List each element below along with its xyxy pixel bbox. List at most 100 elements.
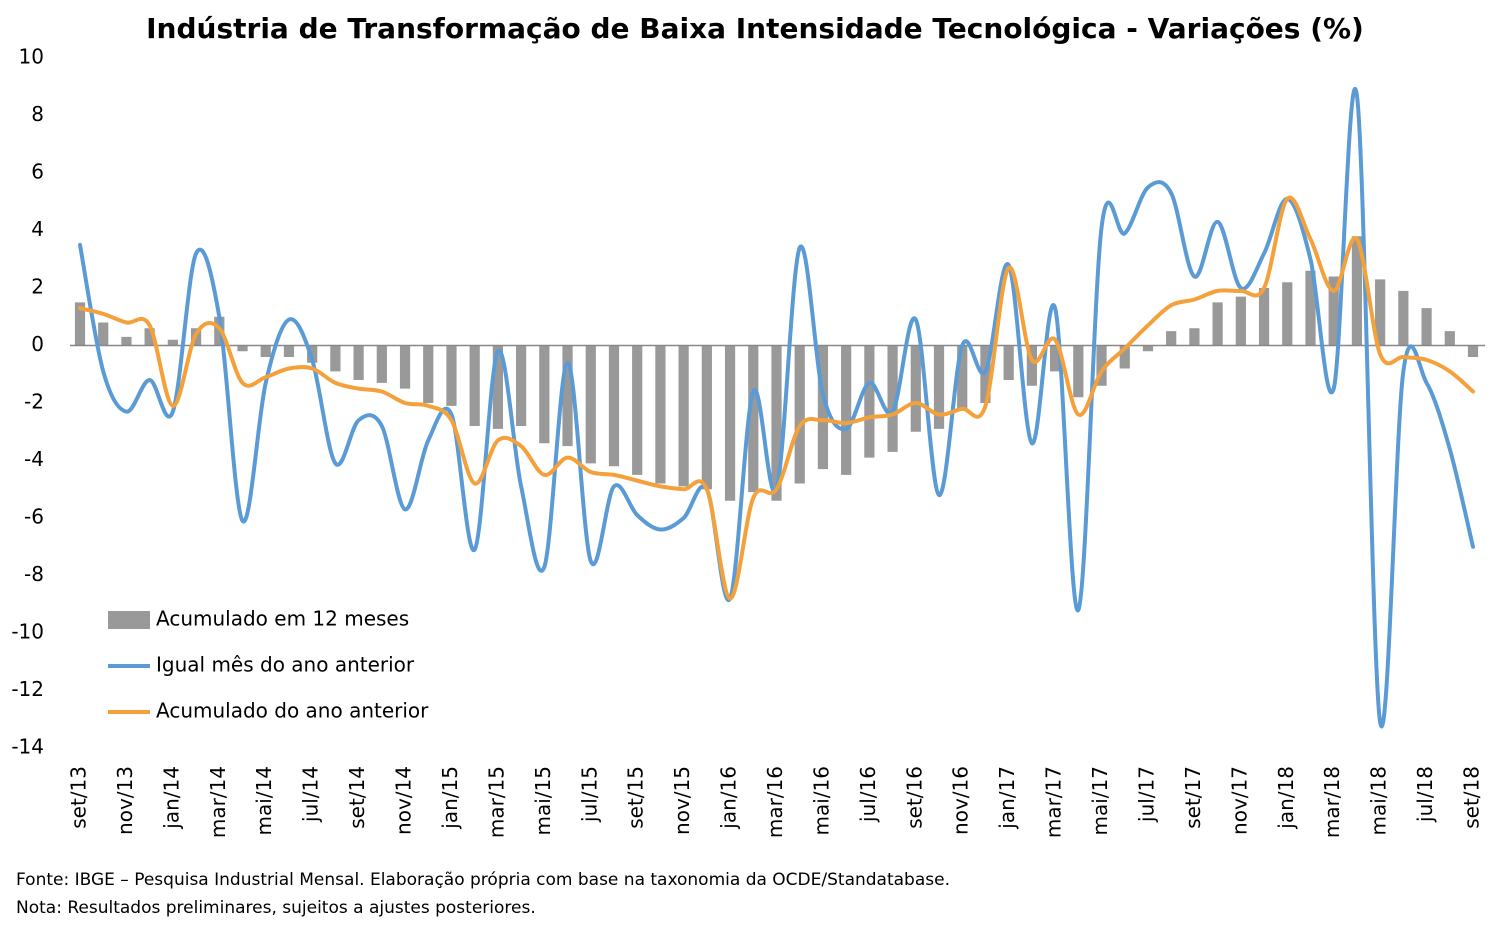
x-tick-label: set/15 bbox=[624, 766, 648, 829]
x-tick-label: mar/16 bbox=[763, 766, 787, 838]
bar bbox=[701, 345, 712, 490]
bar bbox=[608, 345, 620, 467]
bar bbox=[1258, 288, 1270, 346]
bar bbox=[1073, 345, 1084, 398]
y-tick-label: -8 bbox=[24, 562, 44, 586]
bar bbox=[492, 345, 504, 429]
bar bbox=[446, 345, 457, 406]
x-tick-label: set/16 bbox=[902, 766, 926, 829]
bar bbox=[655, 345, 666, 484]
y-tick-label: 0 bbox=[31, 332, 44, 356]
bar bbox=[771, 345, 782, 501]
bar bbox=[748, 345, 759, 493]
y-tick-label: 2 bbox=[31, 275, 44, 299]
bar bbox=[1142, 345, 1154, 352]
bar bbox=[678, 345, 689, 487]
x-tick-label: jul/18 bbox=[1413, 766, 1437, 823]
x-tick-label: mai/14 bbox=[252, 766, 276, 835]
x-tick-label: jan/17 bbox=[995, 766, 1019, 830]
bar bbox=[1351, 236, 1363, 346]
x-tick-label: nov/17 bbox=[1227, 766, 1251, 835]
bar bbox=[1119, 345, 1130, 369]
bar bbox=[260, 345, 271, 357]
x-tick-label: mai/15 bbox=[531, 766, 555, 835]
x-tick-label: jan/18 bbox=[1274, 766, 1298, 830]
x-tick-label: set/14 bbox=[345, 766, 369, 829]
x-tick-label: mar/17 bbox=[1042, 766, 1066, 838]
x-tick-label: nov/14 bbox=[392, 766, 416, 835]
x-tick-label: jul/16 bbox=[856, 766, 880, 823]
bar bbox=[1096, 345, 1107, 386]
bar bbox=[817, 345, 829, 470]
y-tick-label: -6 bbox=[24, 505, 44, 529]
x-tick-label: mar/18 bbox=[1320, 766, 1344, 838]
x-tick-label: mai/18 bbox=[1367, 766, 1391, 835]
chart-title: Indústria de Transformação de Baixa Inte… bbox=[146, 12, 1364, 45]
bar bbox=[933, 345, 945, 429]
bar bbox=[1467, 345, 1479, 357]
bar bbox=[1189, 328, 1200, 346]
bar bbox=[237, 345, 248, 352]
bar bbox=[1235, 296, 1246, 346]
bar bbox=[562, 345, 573, 447]
bar bbox=[910, 345, 921, 432]
bar bbox=[887, 345, 898, 452]
bar bbox=[1444, 331, 1455, 346]
bar bbox=[330, 345, 341, 372]
x-tick-label: mai/17 bbox=[1088, 766, 1112, 835]
bar bbox=[957, 345, 968, 409]
bar bbox=[423, 345, 434, 403]
bar bbox=[121, 336, 132, 346]
bar bbox=[1305, 270, 1316, 346]
y-tick-label: -14 bbox=[11, 735, 44, 759]
bar bbox=[353, 345, 364, 380]
y-tick-label: -4 bbox=[24, 447, 44, 471]
x-tick-label: mar/15 bbox=[484, 766, 508, 838]
bar bbox=[1003, 345, 1014, 380]
y-tick-label: -12 bbox=[11, 677, 44, 701]
x-tick-label: nov/13 bbox=[113, 766, 137, 835]
x-tick-label: set/17 bbox=[1181, 766, 1205, 829]
bar bbox=[399, 345, 411, 389]
x-tick-label: mar/14 bbox=[206, 766, 230, 838]
bar bbox=[585, 345, 596, 464]
bar bbox=[1026, 345, 1037, 386]
y-tick-label: 10 bbox=[19, 45, 44, 69]
bar bbox=[1375, 279, 1386, 346]
bar bbox=[469, 345, 480, 426]
bar bbox=[539, 345, 550, 444]
x-tick-label: jul/17 bbox=[1134, 766, 1158, 823]
line bbox=[78, 195, 1475, 601]
x-tick-label: set/13 bbox=[67, 766, 91, 829]
y-tick-label: 6 bbox=[31, 160, 44, 184]
x-tick-label: mai/16 bbox=[809, 766, 833, 835]
x-tick-label: set/18 bbox=[1460, 766, 1484, 829]
x-tick-label: jan/14 bbox=[159, 766, 183, 830]
bar bbox=[724, 345, 736, 501]
bar bbox=[841, 345, 852, 475]
bar bbox=[144, 328, 155, 346]
x-tick-label: jan/15 bbox=[438, 766, 462, 830]
bar bbox=[632, 345, 643, 475]
bar bbox=[167, 339, 178, 346]
y-tick-label: 8 bbox=[31, 102, 44, 126]
x-tick-label: jan/16 bbox=[717, 766, 741, 830]
bar bbox=[864, 345, 875, 458]
bar bbox=[794, 345, 805, 484]
y-tick-label: -10 bbox=[11, 620, 44, 644]
bar bbox=[1166, 331, 1177, 346]
x-tick-label: jul/15 bbox=[577, 766, 601, 823]
legend-swatch bbox=[108, 611, 150, 629]
x-tick-label: nov/16 bbox=[949, 766, 973, 835]
bar bbox=[98, 322, 109, 346]
bar bbox=[1398, 290, 1409, 346]
legend-label: Igual mês do ano anterior bbox=[156, 653, 415, 677]
footnote: Nota: Resultados preliminares, sujeitos … bbox=[16, 898, 536, 918]
y-tick-label: 4 bbox=[31, 217, 44, 241]
bar bbox=[283, 345, 295, 357]
bar bbox=[516, 345, 527, 426]
legend-label: Acumulado do ano anterior bbox=[156, 699, 429, 723]
bar bbox=[1049, 345, 1061, 372]
x-tick-label: nov/15 bbox=[670, 766, 694, 835]
